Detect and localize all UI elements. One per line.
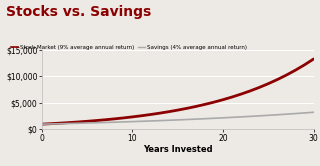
Text: Stocks vs. Savings: Stocks vs. Savings [6,5,152,19]
X-axis label: Years Invested: Years Invested [143,145,212,154]
Legend: Stock Market (9% average annual return), Savings (4% average annual return): Stock Market (9% average annual return),… [9,43,249,52]
